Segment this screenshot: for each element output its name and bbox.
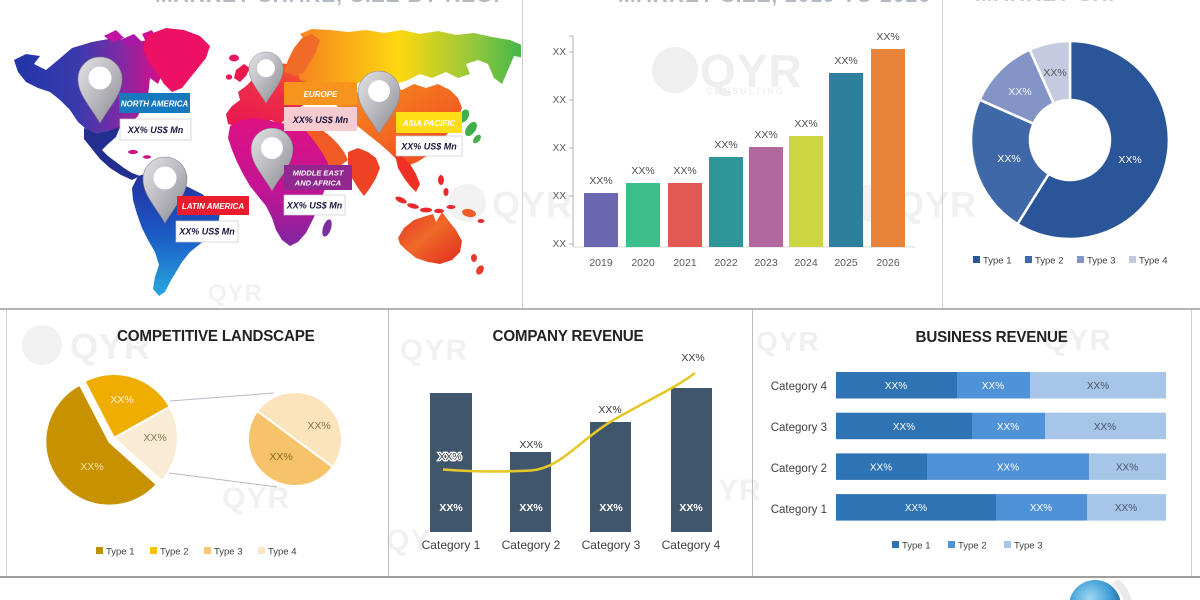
svg-text:XX: XX (553, 143, 567, 154)
svg-text:Type 2: Type 2 (958, 541, 987, 552)
svg-text:Type 3: Type 3 (214, 547, 243, 558)
svg-text:XX%: XX% (714, 139, 737, 151)
svg-text:Type 4: Type 4 (1139, 256, 1168, 267)
svg-text:XX%: XX% (307, 420, 330, 432)
svg-text:XX%: XX% (982, 381, 1004, 392)
svg-text:XX%: XX% (1087, 381, 1109, 392)
svg-text:XX%: XX% (519, 502, 543, 514)
svg-text:XX%: XX% (631, 165, 654, 177)
svg-text:2026: 2026 (876, 257, 900, 269)
svg-text:2023: 2023 (754, 257, 778, 269)
svg-text:XX%: XX% (794, 118, 817, 130)
svg-text:XX: XX (553, 239, 567, 250)
svg-text:XX%: XX% (598, 404, 621, 416)
svg-text:Type 2: Type 2 (160, 547, 189, 558)
svg-text:XX% US$ Mn: XX% US$ Mn (292, 115, 349, 125)
svg-text:Category 1: Category 1 (422, 538, 481, 552)
svg-text:Category 1: Category 1 (771, 504, 827, 516)
svg-text:XX%: XX% (1043, 67, 1066, 79)
svg-text:LATIN AMERICA: LATIN AMERICA (182, 202, 244, 211)
svg-text:XX%: XX% (1116, 463, 1138, 474)
svg-text:XX%: XX% (997, 153, 1020, 165)
svg-text:XX%: XX% (876, 31, 899, 43)
svg-text:Category 2: Category 2 (502, 538, 561, 552)
svg-text:XX%: XX% (143, 432, 166, 444)
svg-text:XX%: XX% (438, 451, 461, 463)
svg-text:XX%: XX% (1115, 503, 1137, 514)
svg-text:Category 4: Category 4 (662, 538, 721, 552)
svg-text:XX%: XX% (870, 463, 892, 474)
svg-text:XX% US$ Mn: XX% US$ Mn (127, 125, 184, 135)
svg-text:2019: 2019 (589, 257, 613, 269)
svg-text:XX%: XX% (834, 55, 857, 67)
svg-text:2022: 2022 (714, 257, 738, 269)
svg-text:XX: XX (553, 95, 567, 106)
svg-text:MIDDLE EAST: MIDDLE EAST (293, 169, 345, 178)
svg-text:XX% US$ Mn: XX% US$ Mn (286, 201, 343, 211)
svg-text:2024: 2024 (794, 257, 818, 269)
svg-text:XX%: XX% (1030, 503, 1052, 514)
svg-text:XX%: XX% (997, 422, 1019, 433)
svg-text:Type 1: Type 1 (902, 541, 931, 552)
svg-text:XX%: XX% (519, 439, 542, 451)
svg-text:XX%: XX% (754, 129, 777, 141)
svg-text:Type 1: Type 1 (983, 256, 1012, 267)
svg-text:AND AFRICA: AND AFRICA (294, 179, 341, 188)
svg-text:Category 3: Category 3 (771, 422, 827, 434)
svg-text:2021: 2021 (673, 257, 697, 269)
svg-text:Type 3: Type 3 (1087, 256, 1116, 267)
svg-text:Category 3: Category 3 (582, 538, 641, 552)
svg-text:XX%: XX% (905, 503, 927, 514)
svg-text:XX%: XX% (80, 461, 103, 473)
svg-text:XX%: XX% (997, 463, 1019, 474)
svg-text:XX: XX (553, 191, 567, 202)
svg-text:XX%: XX% (1094, 422, 1116, 433)
svg-text:XX%: XX% (439, 502, 463, 514)
svg-text:XX%: XX% (110, 394, 133, 406)
svg-text:Category 2: Category 2 (771, 463, 827, 475)
svg-text:XX%: XX% (1118, 154, 1141, 166)
svg-text:2020: 2020 (631, 257, 655, 269)
svg-text:Category 4: Category 4 (771, 381, 828, 393)
svg-text:Type 2: Type 2 (1035, 256, 1064, 267)
svg-text:XX%: XX% (673, 165, 696, 177)
svg-text:Type 4: Type 4 (268, 547, 297, 558)
svg-text:XX: XX (553, 47, 567, 58)
svg-text:XX% US$ Mn: XX% US$ Mn (400, 142, 457, 152)
svg-text:XX%: XX% (679, 502, 703, 514)
svg-text:XX%: XX% (599, 502, 623, 514)
svg-text:Type 3: Type 3 (1014, 541, 1043, 552)
svg-text:XX%: XX% (269, 451, 292, 463)
svg-text:ASIA PACIFIC: ASIA PACIFIC (402, 119, 456, 128)
svg-text:XX%: XX% (893, 422, 915, 433)
svg-text:NORTH AMERICA: NORTH AMERICA (121, 100, 189, 109)
svg-text:XX%: XX% (681, 352, 704, 364)
svg-text:Type 1: Type 1 (106, 547, 135, 558)
svg-text:EUROPE: EUROPE (304, 90, 338, 99)
svg-text:XX% US$ Mn: XX% US$ Mn (178, 227, 235, 237)
svg-text:XX%: XX% (1008, 86, 1031, 98)
svg-text:XX%: XX% (589, 175, 612, 187)
svg-text:2025: 2025 (834, 257, 858, 269)
svg-text:XX%: XX% (885, 381, 907, 392)
